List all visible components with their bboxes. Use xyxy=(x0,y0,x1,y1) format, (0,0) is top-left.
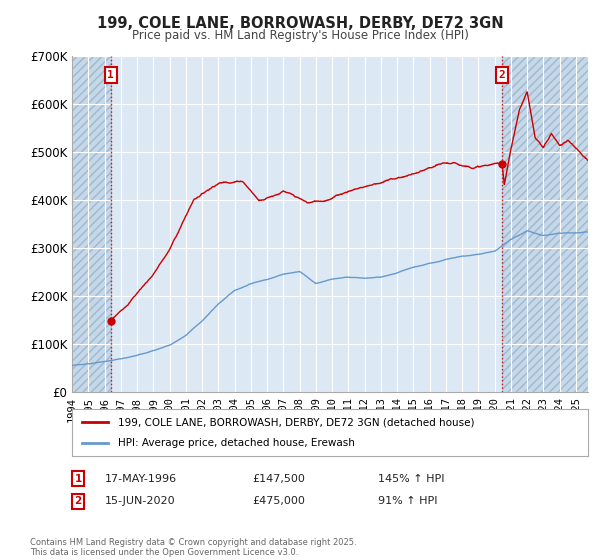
Text: 17-MAY-1996: 17-MAY-1996 xyxy=(105,474,177,484)
Bar xyxy=(502,56,588,392)
Text: 91% ↑ HPI: 91% ↑ HPI xyxy=(378,496,437,506)
Text: 15-JUN-2020: 15-JUN-2020 xyxy=(105,496,176,506)
Text: 199, COLE LANE, BORROWASH, DERBY, DE72 3GN: 199, COLE LANE, BORROWASH, DERBY, DE72 3… xyxy=(97,16,503,31)
Text: £147,500: £147,500 xyxy=(252,474,305,484)
Text: 2: 2 xyxy=(74,496,82,506)
Text: 2: 2 xyxy=(499,70,505,80)
Text: 1: 1 xyxy=(107,70,114,80)
Bar xyxy=(72,56,110,392)
Text: 1: 1 xyxy=(74,474,82,484)
Text: HPI: Average price, detached house, Erewash: HPI: Average price, detached house, Erew… xyxy=(118,438,355,448)
Text: 199, COLE LANE, BORROWASH, DERBY, DE72 3GN (detached house): 199, COLE LANE, BORROWASH, DERBY, DE72 3… xyxy=(118,417,475,427)
Text: Price paid vs. HM Land Registry's House Price Index (HPI): Price paid vs. HM Land Registry's House … xyxy=(131,29,469,42)
Text: £475,000: £475,000 xyxy=(252,496,305,506)
Text: Contains HM Land Registry data © Crown copyright and database right 2025.
This d: Contains HM Land Registry data © Crown c… xyxy=(30,538,356,557)
Text: 145% ↑ HPI: 145% ↑ HPI xyxy=(378,474,445,484)
